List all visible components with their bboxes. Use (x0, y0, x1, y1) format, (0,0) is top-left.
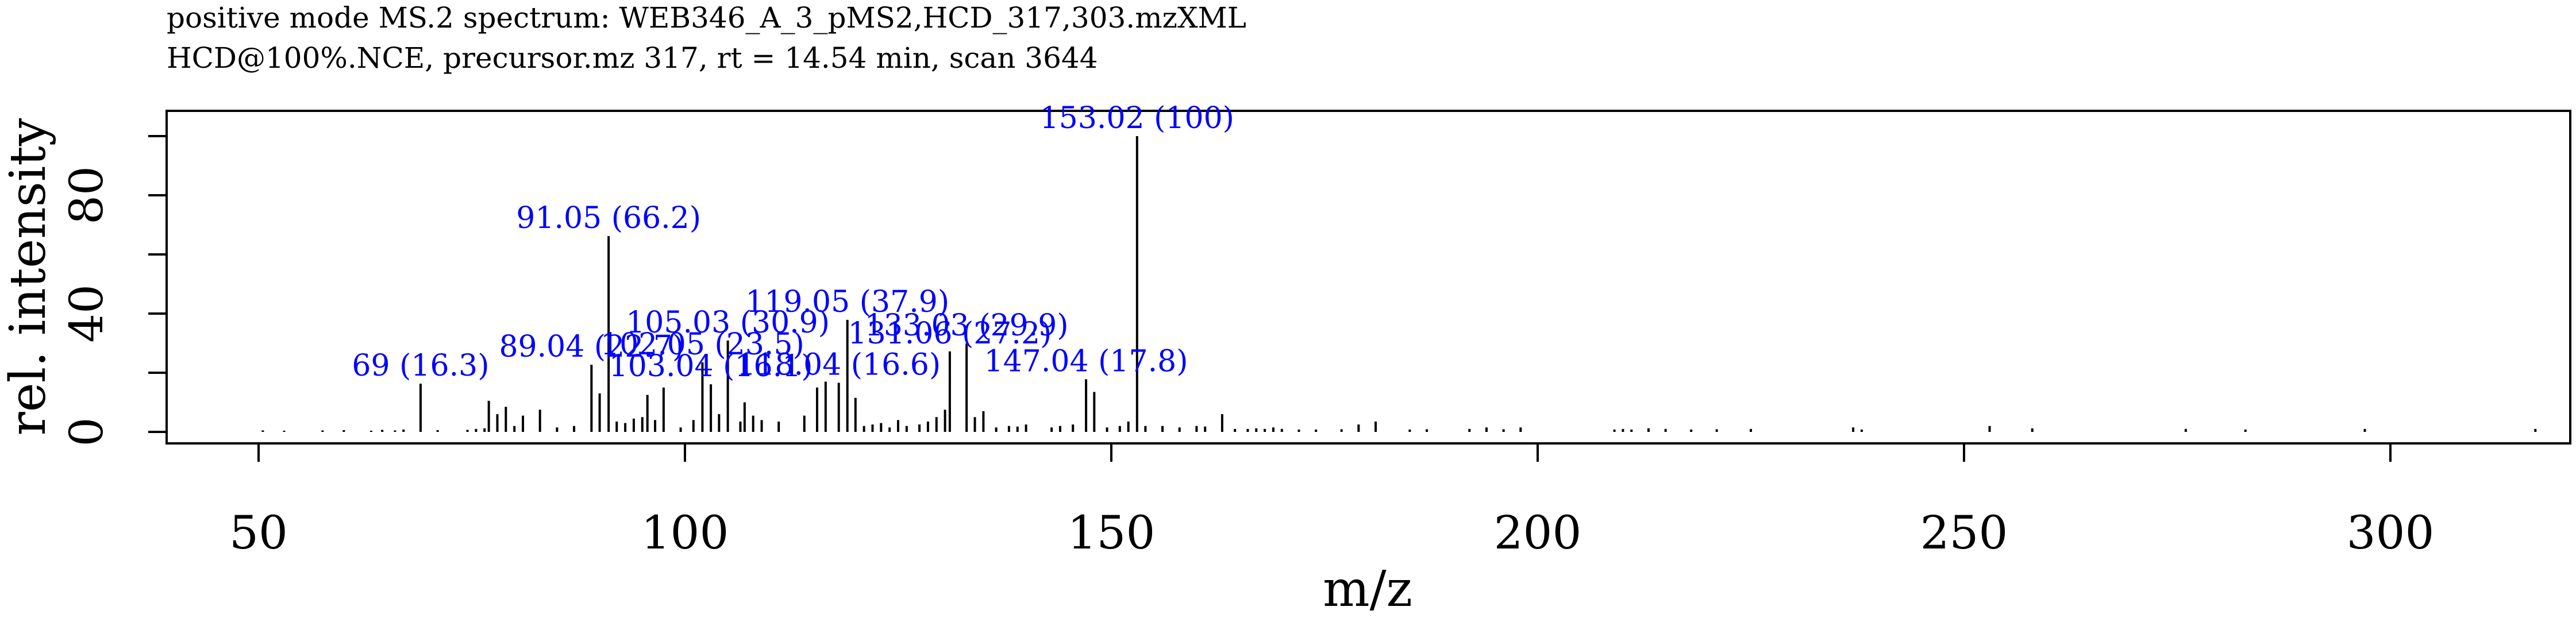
peak-label: 153.02 (100) (1040, 101, 1234, 136)
x-tick-label: 50 (229, 506, 288, 559)
y-tick-label: 40 (60, 284, 113, 343)
plot-frame (165, 110, 2571, 445)
x-tick-label: 100 (641, 506, 729, 559)
peak-label: 118.04 (16.6) (737, 348, 941, 383)
y-axis: 0 40 80 (60, 135, 168, 447)
chart-subtitle: HCD@100%.NCE, precursor.mz 317, rt = 14.… (167, 41, 1098, 75)
peak-label: 103.04 (16.1) (609, 349, 813, 384)
y-tick-label: 0 (60, 418, 113, 447)
chart-title: positive mode MS.2 spectrum: WEB346_A_3_… (167, 1, 1246, 34)
x-tick-label: 200 (1494, 506, 1582, 559)
x-axis: 50 100 150 200 250 300 (229, 442, 2435, 559)
peak-label: 89.04 (22.7) (499, 330, 684, 364)
peak-label: 147.04 (17.8) (984, 344, 1188, 378)
x-tick-label: 250 (1920, 506, 2008, 559)
x-tick-label: 150 (1068, 506, 1156, 559)
peak-label: 133.03 (29.9) (865, 308, 1069, 343)
peak-label: 105.03 (30.9) (626, 306, 830, 340)
x-axis-label: m/z (1323, 561, 1412, 618)
y-tick-label: 80 (60, 166, 113, 225)
peak-label: 102.05 (23.5) (600, 327, 804, 362)
x-tick-label: 300 (2347, 506, 2435, 559)
y-axis-label: rel. intensity (0, 118, 57, 435)
peak-sticks (261, 136, 2537, 432)
peak-label: 69 (16.3) (352, 349, 489, 383)
peak-label: 119.05 (37.9) (745, 285, 949, 319)
peak-label: 91.05 (66.2) (516, 201, 701, 235)
peak-label: 131.06 (27.2) (848, 316, 1052, 351)
peak-annotations: 69 (16.3) 89.04 (22.7) 91.05 (66.2) 102.05 … (352, 101, 1234, 384)
